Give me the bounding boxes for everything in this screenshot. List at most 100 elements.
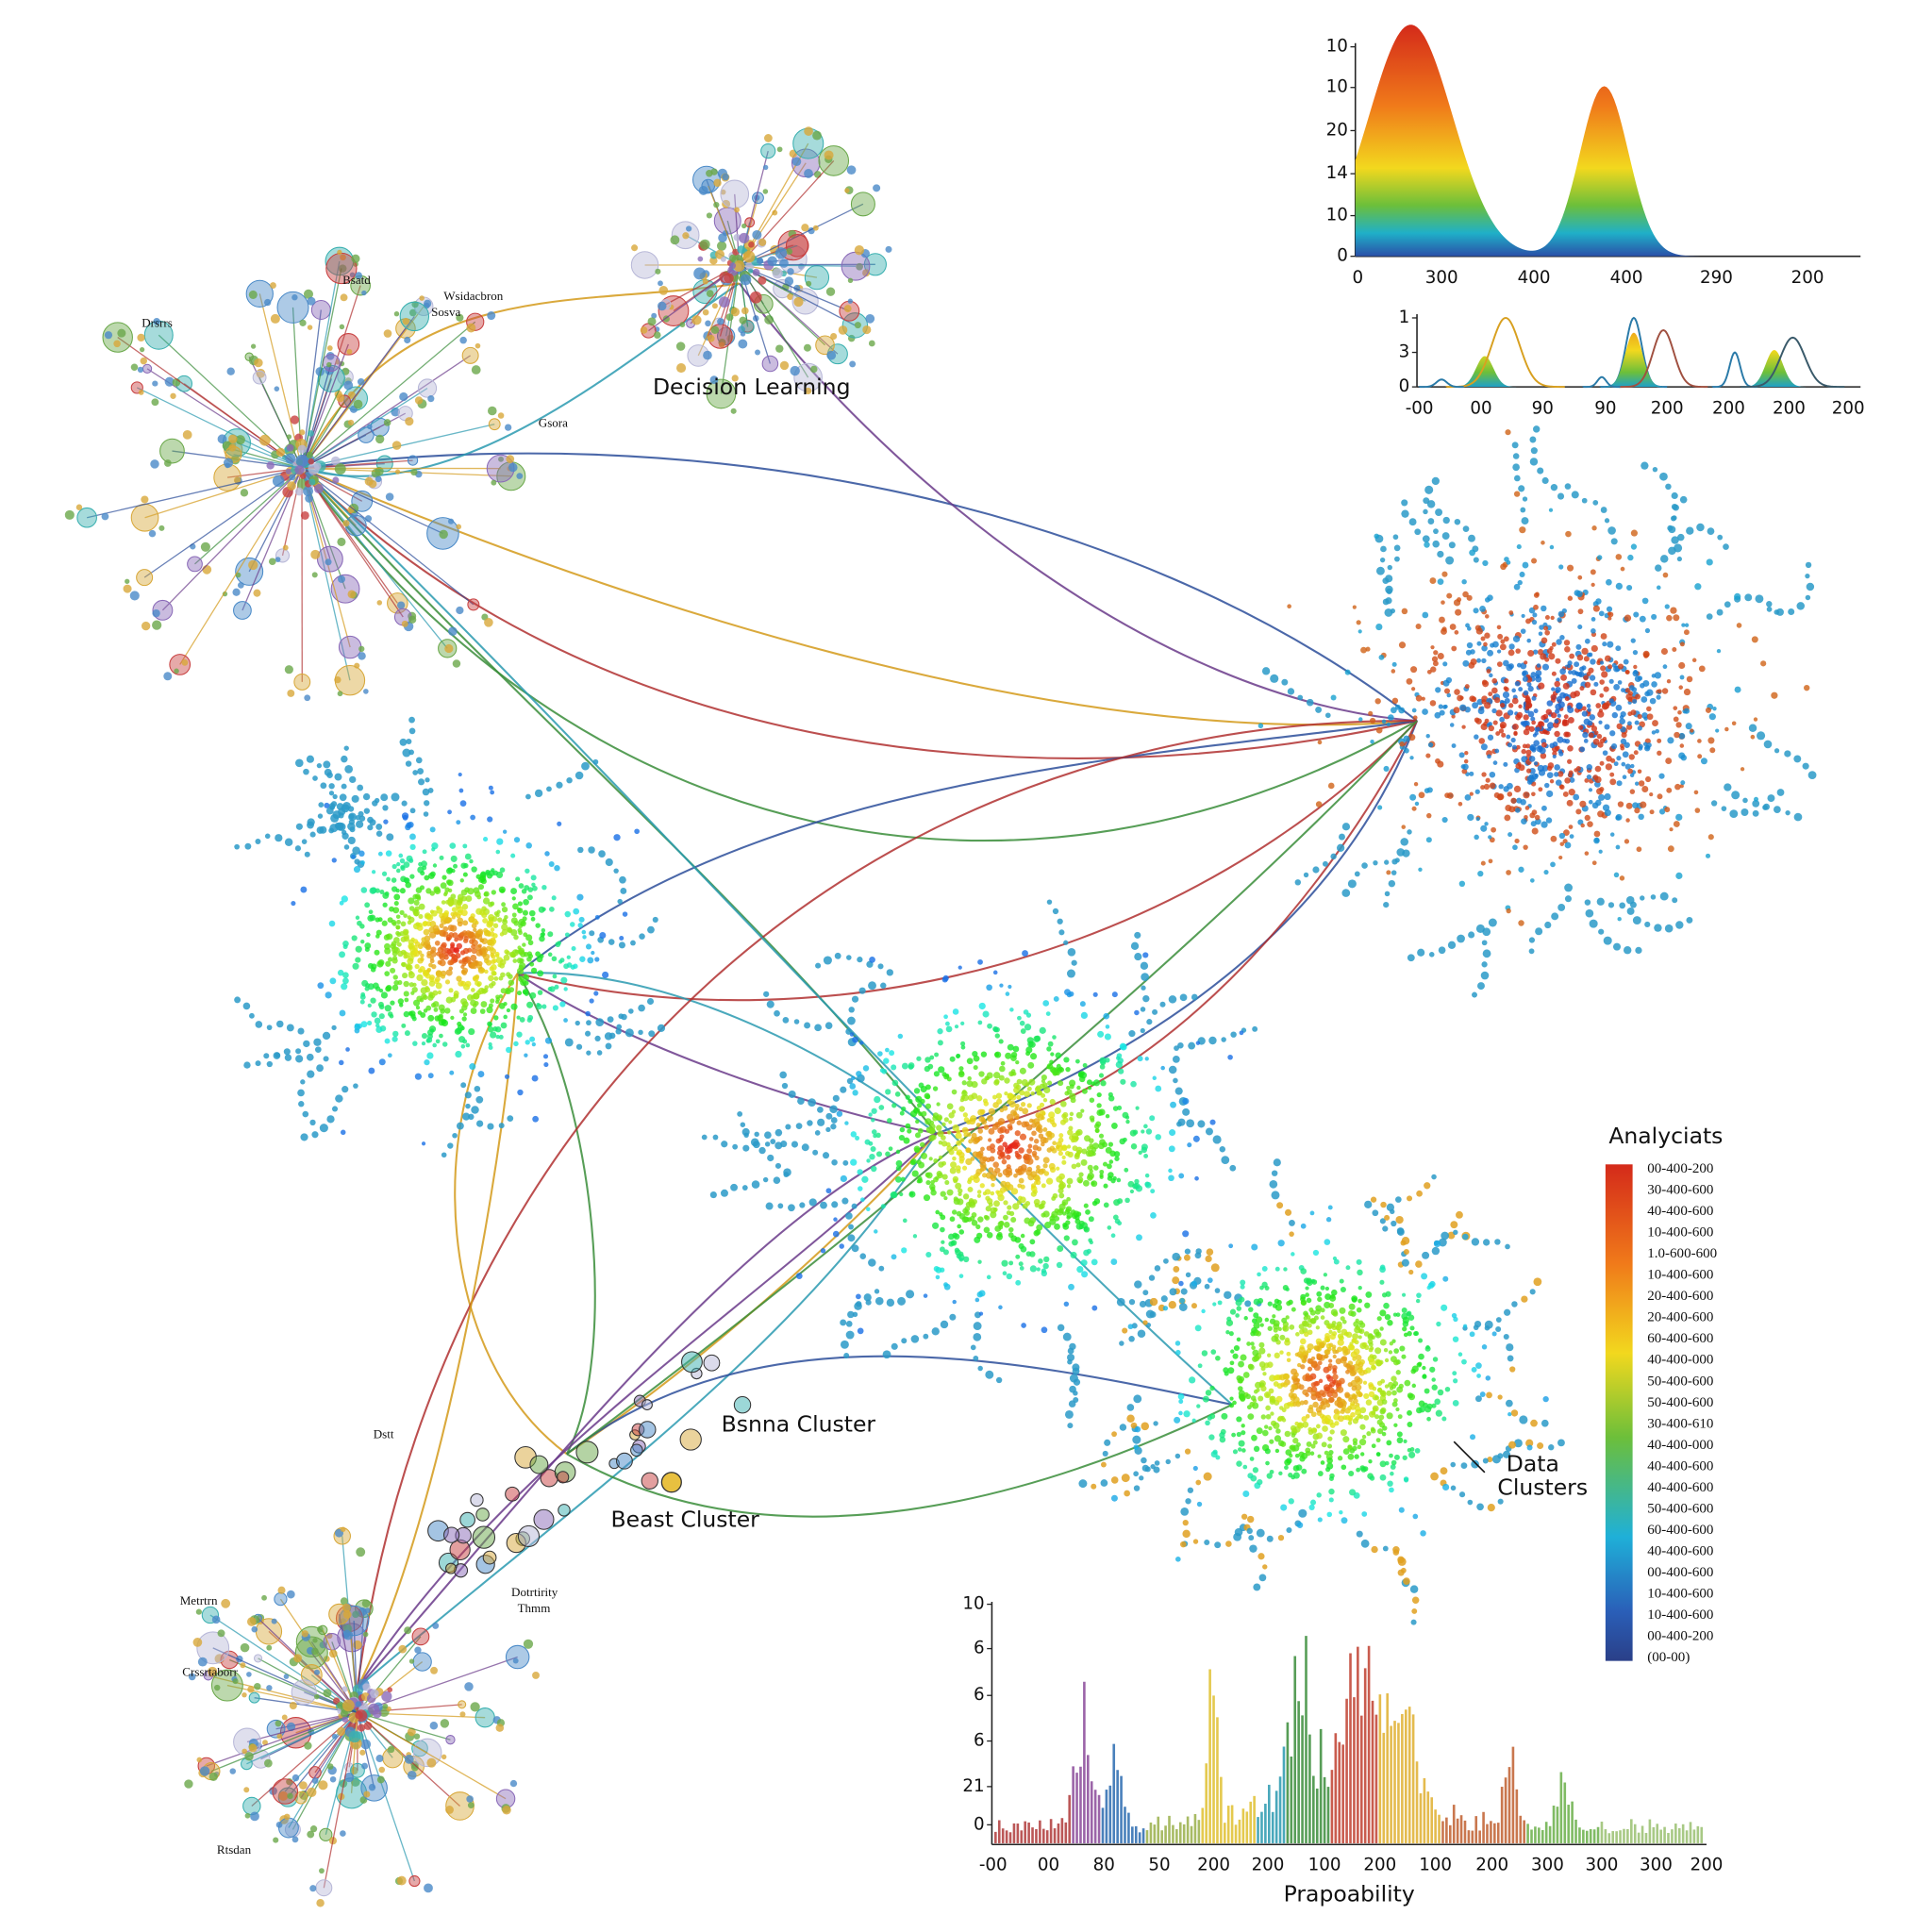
cloud-dot	[399, 888, 406, 894]
fringe-dot	[1154, 1460, 1160, 1466]
cloud-dot	[1179, 1297, 1186, 1304]
star-edge	[258, 376, 303, 469]
cloud-dot	[1665, 758, 1673, 765]
fringe-dot	[1752, 800, 1760, 808]
cloud-dot	[1644, 775, 1652, 783]
fringe-dot	[1385, 597, 1392, 605]
star-core	[285, 468, 291, 475]
cloud-dot	[1593, 681, 1599, 687]
cloud-dot	[1593, 830, 1601, 838]
cloud-dot	[1087, 1172, 1094, 1180]
cloud-dot	[328, 920, 336, 927]
fringe-dot	[605, 1042, 612, 1050]
cloud-dot	[1615, 815, 1621, 821]
fringe-dot	[1467, 1499, 1474, 1506]
cloud-dot	[1370, 1427, 1376, 1434]
star-twig	[150, 459, 159, 469]
cloud-dot	[920, 1098, 925, 1104]
fringe-dot	[863, 1293, 872, 1302]
cloud-dot	[1025, 1051, 1031, 1057]
cloud-dot	[1091, 1142, 1099, 1150]
cloud-dot	[1332, 1354, 1337, 1359]
cloud-dot	[1039, 1102, 1045, 1108]
cloud-dot	[915, 1119, 920, 1124]
fringe-dot	[564, 1038, 574, 1047]
cloud-dot	[1571, 677, 1577, 684]
cloud-dot	[1134, 1178, 1140, 1184]
cloud-dot	[418, 913, 424, 920]
fringe-dot	[1403, 1248, 1409, 1255]
cloud-dot	[1361, 1511, 1368, 1517]
star-twig	[253, 589, 261, 597]
cloud-dot	[1630, 638, 1636, 643]
fringe-dot	[1221, 1156, 1230, 1164]
cloud-dot	[895, 1159, 903, 1167]
fringe-dot	[1248, 1535, 1255, 1541]
cloud-dot	[1046, 1065, 1051, 1070]
cloud-dot	[856, 1071, 862, 1077]
fringe-dot	[1067, 947, 1076, 957]
cloud-dot	[491, 954, 496, 959]
fringe-dot	[475, 1095, 484, 1104]
cloud-dot	[1324, 1239, 1331, 1245]
cloud-dot	[1002, 1271, 1008, 1276]
cloud-dot	[994, 1167, 1001, 1174]
cloud-dot	[1374, 698, 1381, 705]
cloud-dot	[963, 1216, 970, 1223]
cloud-dot	[1462, 763, 1469, 771]
cloud-dot	[1317, 1517, 1323, 1523]
cloud-dot	[459, 931, 465, 937]
cloud-dot	[1299, 1328, 1305, 1335]
cloud-dot	[1352, 605, 1357, 609]
cloud-dot	[1641, 597, 1649, 605]
cloud-dot	[441, 874, 447, 880]
fringe-dot	[382, 805, 389, 811]
cloud-dot	[467, 888, 475, 895]
fringe-dot	[1122, 1327, 1128, 1334]
cloud-dot	[1593, 730, 1599, 736]
cloud-dot	[406, 822, 412, 829]
cloud-dot	[1194, 1324, 1202, 1332]
fringe-dot	[842, 1159, 849, 1166]
cloud-dot	[1329, 1429, 1335, 1435]
cloud-dot	[1116, 1177, 1122, 1183]
cloud-dot	[485, 871, 491, 876]
cloud-dot	[1229, 1308, 1237, 1315]
star-core	[290, 415, 300, 425]
cloud-dot	[891, 1254, 897, 1260]
star-node	[252, 370, 267, 385]
fringe-dot	[1757, 731, 1766, 741]
fringe-dot	[1091, 1483, 1097, 1490]
fringe-dot	[372, 800, 378, 807]
cloud-dot	[1225, 1330, 1230, 1335]
cloud-dot	[1496, 625, 1502, 630]
star-core	[289, 474, 296, 481]
cloud-dot	[1584, 814, 1591, 822]
fringe-dot	[577, 846, 584, 854]
fringe-dot	[1066, 969, 1075, 978]
cloud-dot	[1303, 1399, 1308, 1406]
fringe-dot	[1396, 1227, 1405, 1235]
fringe-dot	[1473, 557, 1479, 563]
cloud-dot	[850, 1158, 858, 1166]
cloud-dot	[888, 1146, 893, 1151]
cloud-dot	[1431, 1403, 1437, 1408]
cloud-dot	[898, 1134, 906, 1141]
cloud-dot	[973, 1055, 980, 1062]
cloud-dot	[1424, 788, 1430, 793]
cloud-dot	[473, 927, 477, 932]
cloud-dot	[1586, 774, 1592, 780]
cloud-dot	[995, 1233, 1004, 1241]
cloud-dot	[1582, 731, 1589, 739]
cloud-dot	[1587, 720, 1593, 726]
cloud-dot	[1416, 1292, 1422, 1298]
cloud-dot	[1630, 763, 1635, 769]
cloud-dot	[1189, 1376, 1196, 1384]
cloud-dot	[994, 1051, 1002, 1058]
cloud-dot	[1411, 687, 1416, 691]
cloud-dot	[1049, 1116, 1055, 1123]
cloud-dot	[1133, 1444, 1140, 1450]
cloud-dot	[1263, 1424, 1269, 1429]
fringe-dot	[615, 1028, 622, 1035]
cloud-dot	[1529, 878, 1535, 883]
